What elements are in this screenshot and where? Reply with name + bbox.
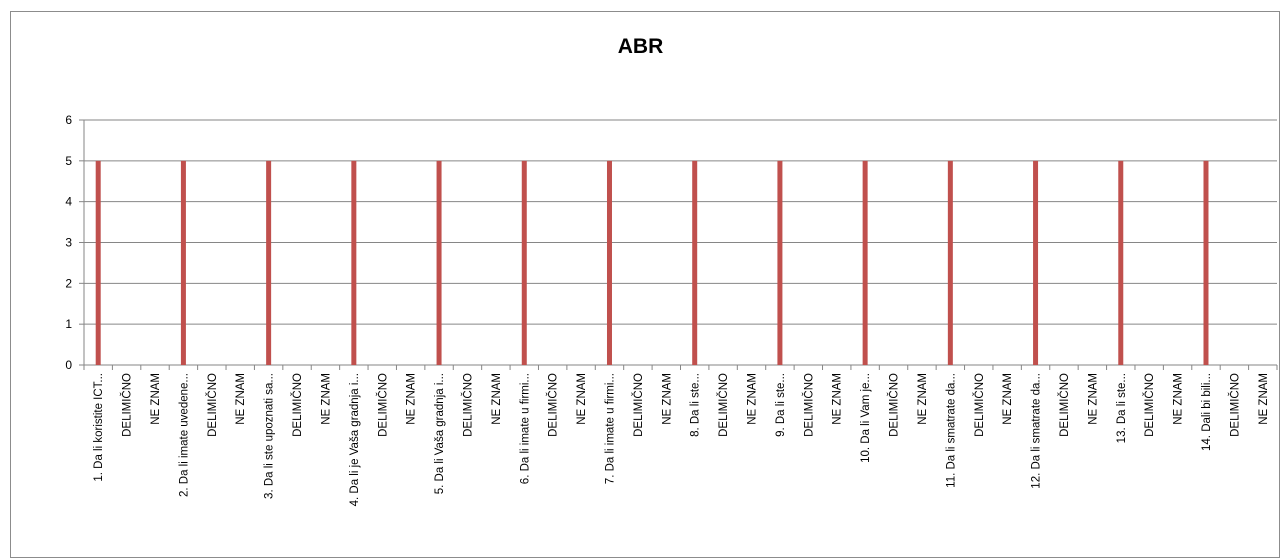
x-tick-label: NE ZNAM bbox=[406, 373, 418, 425]
x-tick-label: NE ZNAM bbox=[150, 373, 162, 425]
x-tick-label: DELIMIČNO bbox=[121, 373, 134, 437]
x-tick-label: DELIMIČNO bbox=[1228, 373, 1241, 437]
x-tick-label: NE ZNAM bbox=[747, 373, 759, 425]
bar bbox=[1118, 160, 1124, 365]
x-tick-label: NE ZNAM bbox=[661, 373, 673, 425]
x-axis-labels: 1. Da li koristite ICT... DELIMIČNO NE ZNA… bbox=[93, 373, 1270, 506]
x-tick-label: NE ZNAM bbox=[576, 373, 588, 425]
bar bbox=[521, 160, 527, 365]
bar bbox=[351, 160, 357, 365]
x-tick-label: NE ZNAM bbox=[491, 373, 503, 425]
x-tick-label: NE ZNAM bbox=[235, 373, 247, 425]
gridlines bbox=[83, 119, 1278, 370]
x-tick-label: DELIMIČNO bbox=[461, 373, 474, 437]
y-tick-label: 4 bbox=[65, 195, 72, 209]
x-tick-label: DELIMIČNO bbox=[1143, 373, 1156, 437]
x-tick-label: DELIMIČNO bbox=[291, 373, 304, 437]
bar bbox=[862, 160, 868, 365]
chart-title: ABR bbox=[617, 35, 664, 58]
bars bbox=[95, 160, 1209, 365]
bar bbox=[266, 160, 272, 365]
x-tick-label: DELIMIČNO bbox=[717, 373, 730, 437]
x-tick-label: NE ZNAM bbox=[1173, 373, 1185, 425]
x-tick-label: 5. Da li Vaša gradnja i... bbox=[434, 373, 446, 494]
y-tick-label: 6 bbox=[65, 113, 72, 127]
bar bbox=[692, 160, 698, 365]
x-tick-label: 8. Da li ste... bbox=[690, 373, 702, 437]
x-tick-label: DELIMIČNO bbox=[547, 373, 560, 437]
x-tick-label: DELIMIČNO bbox=[888, 373, 901, 437]
x-tick-label: 10. Da li Vam je... bbox=[860, 373, 872, 463]
x-tick-label: 6. Da li imate u firmi... bbox=[519, 373, 531, 484]
x-tick-label: DELIMIČNO bbox=[632, 373, 645, 437]
y-axis-ticks: 0 1 2 3 4 5 6 bbox=[65, 113, 84, 372]
x-tick-label: DELIMIČNO bbox=[206, 373, 219, 437]
x-tick-label: 2. Da li imate uvedene... bbox=[178, 373, 190, 497]
x-tick-label: 12. Da li smatrate da... bbox=[1031, 373, 1043, 489]
bar bbox=[1203, 160, 1209, 365]
x-tick-label: DELIMIČNO bbox=[1058, 373, 1071, 437]
y-tick-label: 1 bbox=[65, 317, 72, 331]
y-tick-label: 2 bbox=[65, 276, 72, 290]
bar bbox=[947, 160, 953, 365]
x-tick-label: NE ZNAM bbox=[320, 373, 332, 425]
x-tick-label: 13. Da li ste... bbox=[1116, 373, 1128, 443]
x-tick-label: 11. Da li smatrate da... bbox=[945, 373, 957, 488]
bar bbox=[606, 160, 612, 365]
x-tick-label: NE ZNAM bbox=[1258, 373, 1270, 425]
x-tick-label: NE ZNAM bbox=[917, 373, 929, 425]
y-tick-label: 3 bbox=[65, 236, 72, 250]
bar bbox=[180, 160, 186, 365]
x-tick-label: NE ZNAM bbox=[1087, 373, 1099, 425]
bar bbox=[436, 160, 442, 365]
x-tick-label: 7. Da li imate u firmi... bbox=[604, 373, 616, 484]
x-tick-label: NE ZNAM bbox=[832, 373, 844, 425]
bar bbox=[95, 160, 101, 365]
x-tick-label: 9. Da li ste... bbox=[775, 373, 787, 437]
x-tick-label: 1. Da li koristite ICT... bbox=[93, 373, 105, 482]
x-tick-label: NE ZNAM bbox=[1002, 373, 1014, 425]
chart-area bbox=[10, 11, 1280, 558]
x-tick-label: 14. Dali bi bili... bbox=[1201, 373, 1213, 451]
x-tick-label: 3. Da li ste upoznati sa... bbox=[264, 373, 276, 499]
x-tick-label: DELIMIČNO bbox=[376, 373, 389, 437]
bar bbox=[1033, 160, 1039, 365]
y-tick-label: 5 bbox=[65, 154, 72, 168]
x-tick-label: 4. Da li je Vaša gradnja i... bbox=[349, 373, 361, 506]
y-tick-label: 0 bbox=[65, 358, 72, 372]
x-tick-label: DELIMIČNO bbox=[802, 373, 815, 437]
x-tick-label: DELIMIČNO bbox=[973, 373, 986, 437]
bar bbox=[777, 160, 783, 365]
